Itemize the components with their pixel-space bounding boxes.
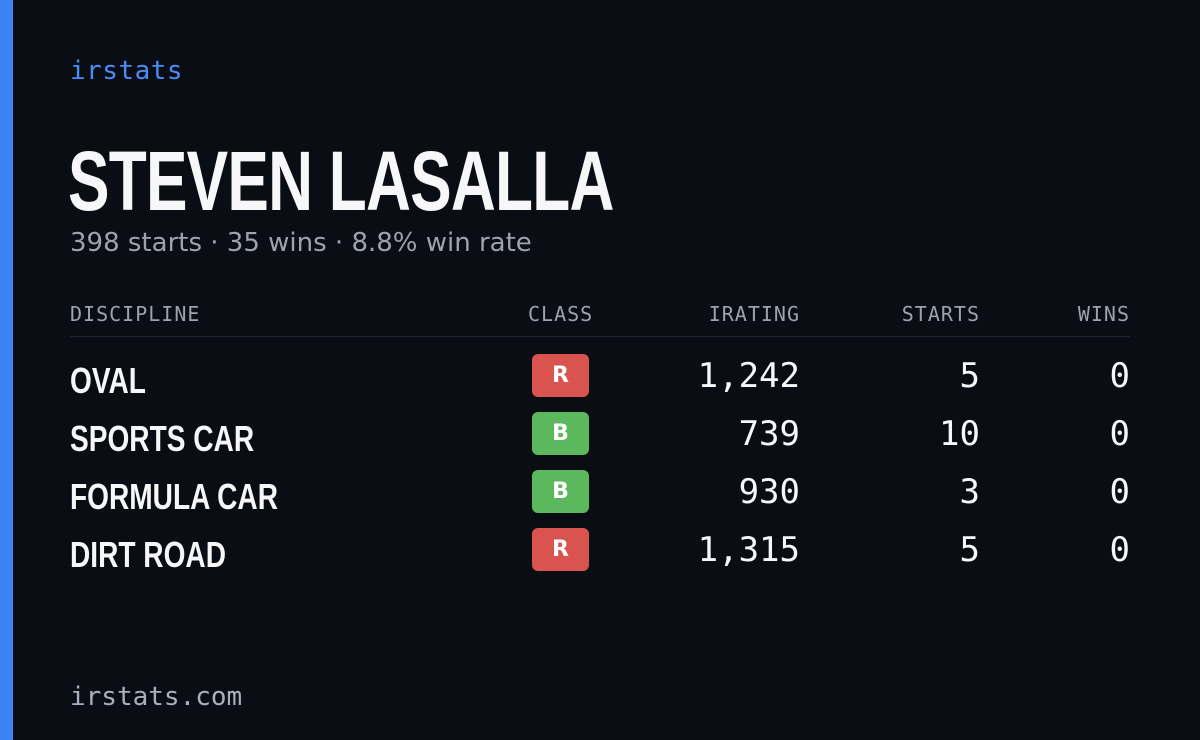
- header-discipline: DISCIPLINE: [70, 302, 201, 326]
- table-row: SPORTS CAR B 739 10 0: [70, 412, 1130, 470]
- class-badge: R: [532, 354, 589, 397]
- brand-logo: irstats: [70, 56, 184, 86]
- discipline-name: SPORTS CAR: [70, 418, 255, 459]
- table-row: OVAL R 1,242 5 0: [70, 354, 1130, 412]
- header-class: CLASS: [528, 302, 594, 326]
- starts-value: 10: [939, 414, 980, 454]
- class-badge: B: [532, 470, 589, 513]
- table-row: DIRT ROAD R 1,315 5 0: [70, 528, 1130, 586]
- wins-value: 0: [1109, 530, 1130, 570]
- table-header: DISCIPLINE CLASS IRATING STARTS WINS: [70, 300, 1130, 337]
- table-row: FORMULA CAR B 930 3 0: [70, 470, 1130, 528]
- class-badge: B: [532, 412, 589, 455]
- header-irating: IRATING: [708, 302, 800, 326]
- footer-url: irstats.com: [70, 682, 243, 712]
- wins-value: 0: [1109, 356, 1130, 396]
- discipline-name: DIRT ROAD: [70, 534, 226, 575]
- starts-value: 5: [959, 356, 980, 396]
- irating-value: 930: [738, 472, 800, 512]
- driver-name: STEVEN LASALLA: [68, 134, 614, 228]
- class-badge: R: [532, 528, 589, 571]
- driver-summary: 398 starts · 35 wins · 8.8% win rate: [70, 228, 532, 258]
- irating-value: 1,242: [697, 356, 800, 396]
- irating-value: 739: [738, 414, 800, 454]
- wins-value: 0: [1109, 414, 1130, 454]
- discipline-name: OVAL: [70, 360, 146, 401]
- wins-value: 0: [1109, 472, 1130, 512]
- starts-value: 5: [959, 530, 980, 570]
- header-starts: STARTS: [901, 302, 980, 326]
- accent-bar: [0, 0, 13, 740]
- discipline-name: FORMULA CAR: [70, 476, 278, 517]
- starts-value: 3: [959, 472, 980, 512]
- header-wins: WINS: [1077, 302, 1130, 326]
- irating-value: 1,315: [697, 530, 800, 570]
